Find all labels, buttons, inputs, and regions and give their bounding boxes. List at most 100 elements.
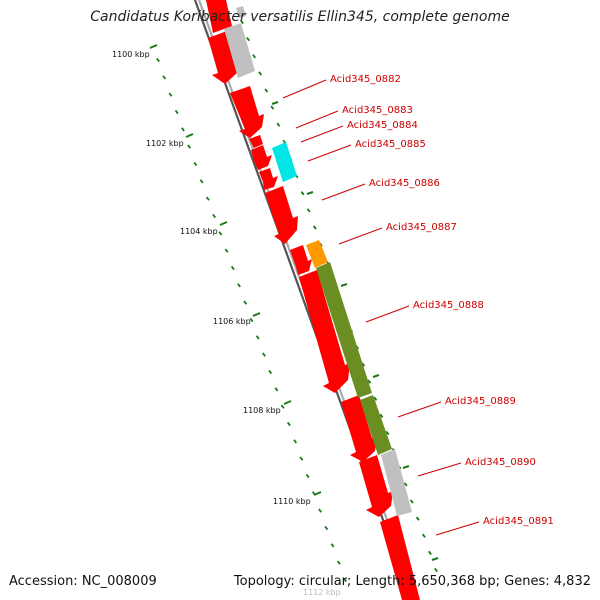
accession-text: Accession: NC_008009 <box>9 574 157 589</box>
minor-tick <box>205 196 210 201</box>
major-tick-1104: 1104 kbp <box>180 221 228 236</box>
tick-label: 1100 kbp <box>112 50 150 59</box>
minor-tick <box>252 54 257 59</box>
gene-block[interactable] <box>360 395 392 455</box>
gene-arrow[interactable] <box>359 455 393 517</box>
right-feature-ticks <box>271 101 439 561</box>
gene-arrow[interactable] <box>208 31 239 84</box>
gene-arrow[interactable] <box>299 270 350 393</box>
minor-tick <box>379 413 384 419</box>
minor-tick <box>230 265 235 271</box>
gene-label[interactable]: Acid345_0886 <box>369 178 440 189</box>
minor-tick <box>299 456 304 461</box>
gene-arrow[interactable] <box>251 145 272 170</box>
gene-block[interactable] <box>316 262 372 398</box>
minor-tick <box>262 352 266 357</box>
tick-label: 1104 kbp <box>180 227 218 236</box>
minor-tick <box>264 88 269 93</box>
minor-tick <box>255 335 260 340</box>
minor-tick <box>336 560 341 565</box>
minor-tick <box>246 36 250 42</box>
genome-summary-text: Topology: circular; Length: 5,650,368 bp… <box>233 574 591 589</box>
major-tick-1110: 1110 kbp <box>273 491 322 506</box>
gene-arrow[interactable] <box>265 186 298 244</box>
minor-tick <box>324 525 329 531</box>
gene-label[interactable]: Acid345_0885 <box>355 139 426 150</box>
minor-tick <box>280 404 285 409</box>
minor-tick <box>258 71 263 76</box>
page-title: Candidatus Koribacter versatilis Ellin34… <box>90 9 510 25</box>
gene-label[interactable]: Acid345_0889 <box>445 396 516 407</box>
gene-label[interactable]: Acid345_0883 <box>342 105 413 116</box>
minor-tick <box>240 19 244 25</box>
minor-tick <box>403 482 408 487</box>
minor-tick <box>409 499 414 504</box>
gene-block[interactable] <box>272 142 297 182</box>
gene-arrow[interactable] <box>230 86 264 138</box>
minor-tick <box>306 208 311 213</box>
gene-arrow[interactable] <box>380 515 420 600</box>
gene-arrow[interactable] <box>341 395 377 462</box>
major-tick-1102: 1102 kbp <box>146 133 194 148</box>
minor-tick <box>156 57 160 63</box>
minor-tick <box>181 127 185 132</box>
minor-tick <box>243 300 248 305</box>
genes-forward <box>206 0 420 600</box>
gene-block[interactable] <box>224 23 255 78</box>
major-tick-1106: 1106 kbp <box>213 312 261 326</box>
gene-label[interactable]: Acid345_0888 <box>413 300 484 311</box>
minor-ticks-left <box>156 57 347 583</box>
tick-label: 1102 kbp <box>146 139 184 148</box>
minor-tick <box>286 421 291 427</box>
minor-tick <box>212 213 217 219</box>
minor-tick <box>193 161 198 167</box>
gene-block[interactable] <box>306 240 328 268</box>
minor-tick <box>385 430 390 436</box>
gene-arrow[interactable] <box>290 245 312 275</box>
gene-arrow[interactable] <box>249 135 263 148</box>
minor-tick <box>343 577 347 583</box>
gene-label[interactable]: Acid345_0891 <box>483 516 554 527</box>
minor-tick <box>168 92 173 97</box>
gene-label[interactable]: Acid345_0890 <box>465 457 536 468</box>
minor-tick <box>415 516 420 521</box>
gene-label[interactable]: Acid345_0882 <box>330 74 401 85</box>
tick-label: 1106 kbp <box>213 317 251 326</box>
tick-label: 1110 kbp <box>273 497 311 506</box>
gene-label[interactable]: Acid345_0884 <box>347 120 418 131</box>
major-tick-1100: 1100 kbp <box>112 44 158 59</box>
minor-tick <box>276 122 281 127</box>
minor-tick <box>268 369 273 375</box>
minor-tick <box>305 473 310 479</box>
minor-tick <box>434 567 438 573</box>
gene-arrow[interactable] <box>206 0 232 33</box>
gene-block[interactable] <box>381 449 412 516</box>
minor-tick <box>274 387 279 392</box>
gene-block[interactable] <box>236 6 246 18</box>
minor-tick <box>162 75 167 80</box>
minor-tick <box>367 379 372 384</box>
minor-tick <box>300 191 305 196</box>
minor-tick <box>373 396 378 401</box>
minor-tick <box>312 225 317 230</box>
gene-labels: Acid345_0882 Acid345_0883 Acid345_0884 A… <box>330 74 554 527</box>
minor-tick <box>421 533 426 538</box>
minor-tick <box>330 543 335 548</box>
minor-tick <box>318 508 322 513</box>
major-tick-1108: 1108 kbp <box>243 400 292 415</box>
minor-tick <box>249 317 254 323</box>
minor-tick <box>187 144 192 149</box>
minor-tick <box>199 179 204 184</box>
minor-tick <box>174 109 179 115</box>
tick-label: 1112 kbp <box>303 588 341 597</box>
minor-tick <box>237 283 241 288</box>
minor-tick <box>224 248 229 253</box>
major-tick-1112: 1112 kbp <box>303 588 341 597</box>
genes-reverse <box>224 6 412 516</box>
label-leaders <box>282 79 480 536</box>
minor-tick <box>428 550 432 556</box>
minor-tick <box>218 231 223 236</box>
minor-tick <box>270 105 275 110</box>
gene-label[interactable]: Acid345_0887 <box>386 222 457 233</box>
gene-arrow[interactable] <box>259 168 278 190</box>
